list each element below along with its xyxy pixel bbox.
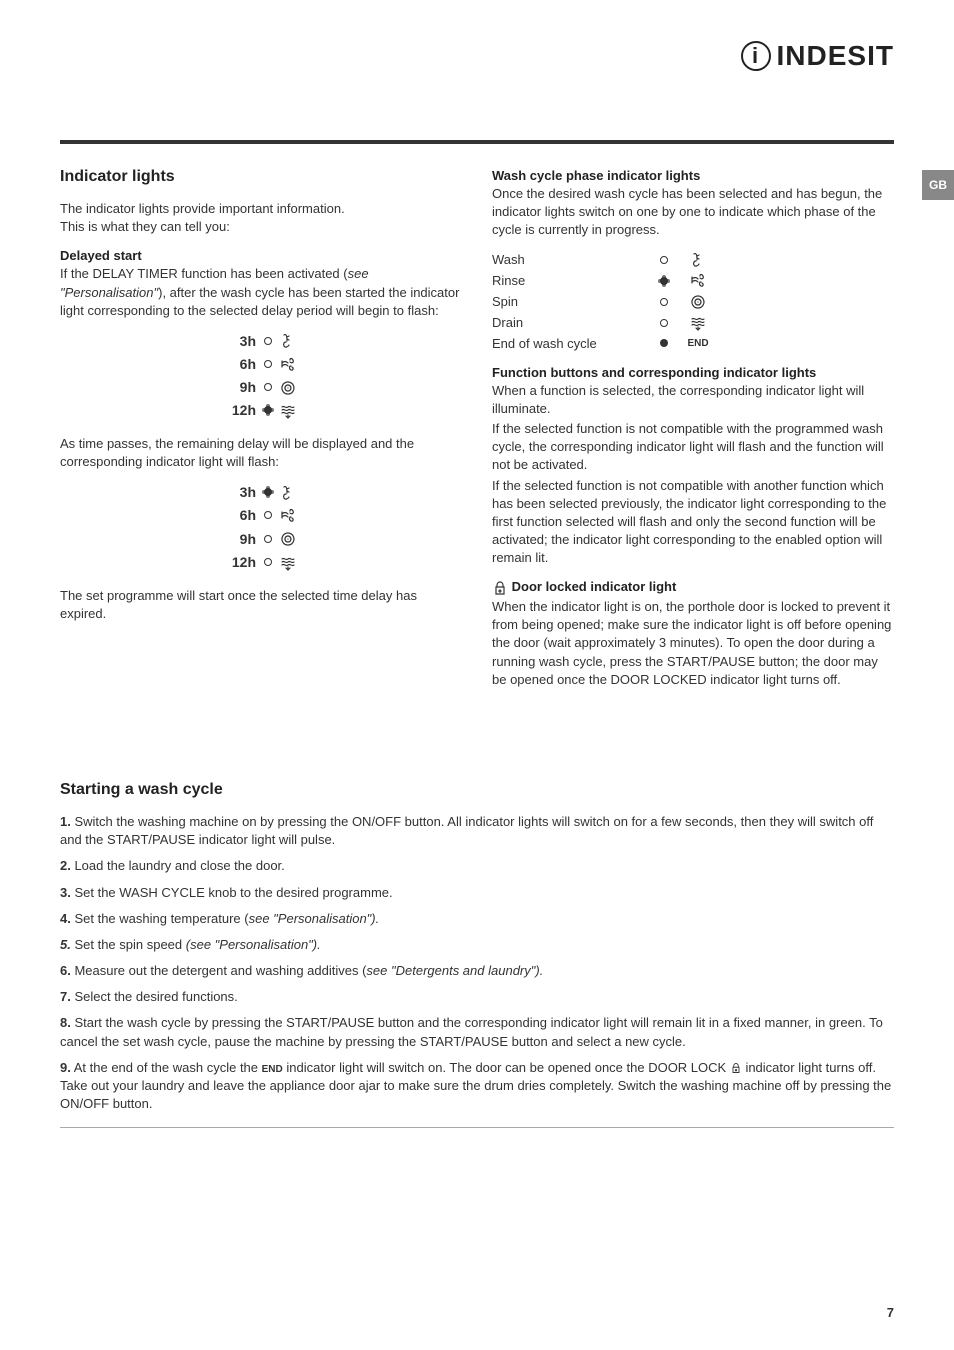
indicator-lights-intro: The indicator lights provide important i… — [60, 200, 462, 236]
step-num: 7. — [60, 989, 71, 1004]
step-text: Select the desired functions. — [71, 989, 238, 1004]
phase-title: Wash cycle phase indicator lights — [492, 168, 894, 183]
door-title: Door locked indicator light — [492, 579, 894, 596]
phase-row: Spin — [492, 294, 894, 310]
step-italic: (see "Personalisation"). — [186, 937, 321, 952]
lock-icon — [730, 1062, 742, 1074]
step-9: 9. At the end of the wash cycle the END … — [60, 1059, 894, 1114]
step-num: 8. — [60, 1015, 71, 1030]
page-number: 7 — [887, 1305, 894, 1320]
step-num: 5. — [60, 937, 71, 952]
left-column: Indicator lights The indicator lights pr… — [60, 168, 462, 701]
delay-row: 3h — [60, 484, 462, 501]
phase-row: End of wash cycleEND — [492, 336, 894, 351]
door-title-text: Door locked indicator light — [512, 579, 677, 594]
step-text: indicator light will switch on. The door… — [283, 1060, 730, 1075]
step-8: 8. Start the wash cycle by pressing the … — [60, 1014, 894, 1050]
starting-heading: Starting a wash cycle — [60, 781, 894, 799]
text: If the DELAY TIMER function has been act… — [60, 266, 348, 281]
delay-rows-first: 3h 6h 9h 12h — [60, 332, 462, 419]
language-tab: GB — [922, 170, 954, 200]
step-text: Measure out the detergent and washing ad… — [71, 963, 367, 978]
step-text: Set the spin speed — [71, 937, 186, 952]
brand-text: INDESIT — [777, 40, 894, 72]
delay-row: 6h — [60, 355, 462, 372]
step-4: 4. Set the washing temperature (see "Per… — [60, 910, 894, 928]
step-6: 6. Measure out the detergent and washing… — [60, 962, 894, 980]
end-label: END — [262, 1064, 283, 1075]
phase-rows: Wash Rinse Spin Drain End of wash cycleEND — [492, 252, 894, 351]
step-num: 6. — [60, 963, 71, 978]
step-num: 2. — [60, 858, 71, 873]
step-3: 3. Set the WASH CYCLE knob to the desire… — [60, 884, 894, 902]
delay-row: 9h — [60, 379, 462, 396]
step-7: 7. Select the desired functions. — [60, 988, 894, 1006]
indicator-lights-heading: Indicator lights — [60, 168, 462, 186]
door-p: When the indicator light is on, the port… — [492, 598, 894, 689]
lock-icon — [492, 580, 508, 596]
phase-row: Wash — [492, 252, 894, 268]
delay-row: 6h — [60, 507, 462, 524]
phase-row: Rinse — [492, 273, 894, 289]
delay-row: 3h — [60, 332, 462, 349]
function-p3: If the selected function is not compatib… — [492, 477, 894, 568]
delayed-start-p3: The set programme will start once the se… — [60, 587, 462, 623]
step-italic: see "Detergents and laundry"). — [366, 963, 543, 978]
delay-row: 12h — [60, 553, 462, 570]
step-2: 2. Load the laundry and close the door. — [60, 857, 894, 875]
delayed-start-title: Delayed start — [60, 248, 462, 263]
logo-i-icon: i — [741, 41, 771, 71]
step-text: At the end of the wash cycle the — [71, 1060, 262, 1075]
function-p1: When a function is selected, the corresp… — [492, 382, 894, 418]
step-num: 3. — [60, 885, 71, 900]
delayed-start-p1: If the DELAY TIMER function has been act… — [60, 265, 462, 320]
delay-rows-second: 3h 6h 9h 12h — [60, 484, 462, 571]
step-text: Switch the washing machine on by pressin… — [60, 814, 873, 847]
header-rule — [60, 140, 894, 144]
delay-row: 12h — [60, 402, 462, 419]
brand-logo: i INDESIT — [741, 40, 894, 72]
function-title: Function buttons and corresponding indic… — [492, 365, 894, 380]
starting-section: Starting a wash cycle 1. Switch the wash… — [60, 781, 894, 1128]
step-text: Start the wash cycle by pressing the STA… — [60, 1015, 883, 1048]
delay-row: 9h — [60, 530, 462, 547]
step-num: 9. — [60, 1060, 71, 1075]
step-num: 1. — [60, 814, 71, 829]
delayed-start-p2: As time passes, the remaining delay will… — [60, 435, 462, 471]
step-text: Load the laundry and close the door. — [71, 858, 285, 873]
step-text: Set the WASH CYCLE knob to the desired p… — [71, 885, 393, 900]
step-1: 1. Switch the washing machine on by pres… — [60, 813, 894, 849]
phase-intro: Once the desired wash cycle has been sel… — [492, 185, 894, 240]
step-italic: see "Personalisation"). — [249, 911, 380, 926]
phase-row: Drain — [492, 315, 894, 331]
footer-rule — [60, 1127, 894, 1128]
step-5: 5. Set the spin speed (see "Personalisat… — [60, 936, 894, 954]
right-column: Wash cycle phase indicator lights Once t… — [492, 168, 894, 701]
step-num: 4. — [60, 911, 71, 926]
step-text: Set the washing temperature ( — [71, 911, 249, 926]
function-p2: If the selected function is not compatib… — [492, 420, 894, 475]
